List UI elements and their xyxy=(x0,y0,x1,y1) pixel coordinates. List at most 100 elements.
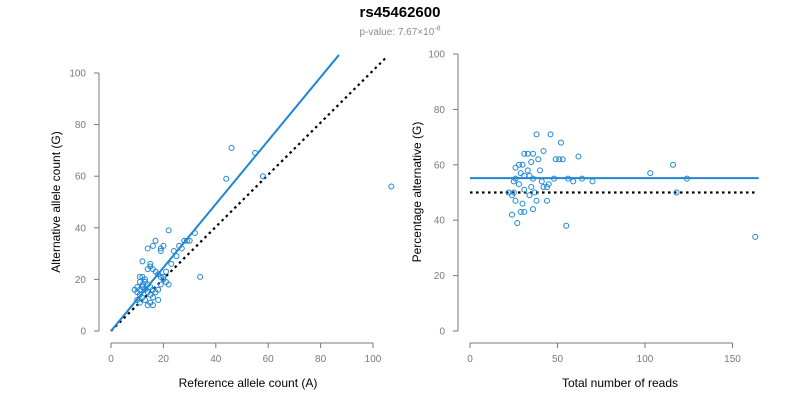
right-y-tick-label: 40 xyxy=(434,216,446,227)
left-data-point xyxy=(259,173,266,180)
right-x-tick-label: 100 xyxy=(637,354,654,365)
right-data-point xyxy=(684,175,690,182)
right-data-point xyxy=(565,175,571,182)
right-data-point xyxy=(526,192,533,199)
right-data-point xyxy=(570,178,577,185)
left-y-tick-label: 60 xyxy=(75,172,87,183)
right-data-point xyxy=(530,150,536,157)
right-data-point xyxy=(509,211,515,218)
left-y-tick-label: 100 xyxy=(69,69,86,80)
left-data-point xyxy=(136,299,143,306)
right-data-point xyxy=(752,233,759,240)
left-data-point xyxy=(173,253,180,260)
right-data-point xyxy=(558,139,564,146)
right-data-point xyxy=(547,131,554,138)
right-data-point xyxy=(563,222,570,229)
right-data-point xyxy=(670,161,676,168)
right-data-point xyxy=(517,208,524,215)
right-x-tick-label: 150 xyxy=(724,354,741,365)
right-data-point xyxy=(510,178,517,185)
left-data-point xyxy=(252,149,259,156)
right-y-tick-label: 80 xyxy=(434,105,446,116)
left-y-tick-label: 40 xyxy=(75,223,87,234)
right-data-point xyxy=(538,178,545,185)
right-data-point xyxy=(533,131,540,138)
right-data-point xyxy=(556,156,563,163)
left-x-tick-label: 20 xyxy=(158,354,170,365)
left-data-point xyxy=(144,245,151,252)
left-data-point xyxy=(178,245,185,252)
left-data-point xyxy=(191,229,198,236)
left-data-point xyxy=(152,289,159,296)
right-data-point xyxy=(512,197,519,204)
left-data-point xyxy=(183,237,190,244)
left-data-point xyxy=(165,227,172,234)
right-data-point xyxy=(516,181,522,188)
right-data-point xyxy=(524,167,531,174)
right-y-tick-label: 0 xyxy=(439,327,445,338)
left-data-point xyxy=(157,248,164,255)
right-data-point xyxy=(519,200,526,207)
right-data-point xyxy=(530,206,536,213)
right-x-axis-title: Total number of reads xyxy=(562,376,678,390)
left-x-tick-label: 0 xyxy=(108,354,114,365)
right-data-point xyxy=(528,183,535,190)
right-y-tick-label: 100 xyxy=(428,50,445,61)
left-reference-line xyxy=(110,56,387,332)
right-data-point xyxy=(521,150,528,157)
left-data-point xyxy=(160,273,167,280)
right-data-point xyxy=(521,208,528,215)
right-data-point xyxy=(514,219,521,226)
left-data-point xyxy=(152,237,159,244)
right-data-point xyxy=(575,153,582,160)
left-data-point xyxy=(165,281,172,288)
right-y-tick-label: 20 xyxy=(434,271,446,282)
left-y-tick-label: 20 xyxy=(75,275,87,286)
right-data-point xyxy=(544,183,550,190)
right-y-axis-title: Percentage alternative (G) xyxy=(410,122,424,263)
left-data-point xyxy=(149,242,156,249)
left-data-point xyxy=(142,297,149,304)
left-data-point xyxy=(228,144,235,151)
left-data-point xyxy=(197,273,204,280)
left-data-point xyxy=(157,245,164,252)
left-data-point xyxy=(163,268,170,275)
right-x-tick-label: 0 xyxy=(467,354,473,365)
left-y-tick-label: 80 xyxy=(75,120,87,131)
left-y-tick-label: 0 xyxy=(80,327,86,338)
right-data-point xyxy=(552,156,559,163)
left-x-axis-title: Reference allele count (A) xyxy=(179,376,318,390)
left-data-point xyxy=(170,248,177,255)
left-data-point xyxy=(168,260,175,267)
right-data-point xyxy=(559,156,566,163)
left-data-point xyxy=(149,294,156,301)
chart-header: rs45462600 p-value: 7.67×10-8 xyxy=(0,4,800,40)
pvalue-exponent: -8 xyxy=(434,25,441,33)
chart-subtitle: p-value: 7.67×10-8 xyxy=(359,25,441,38)
left-x-tick-label: 80 xyxy=(315,354,327,365)
left-x-tick-label: 40 xyxy=(210,354,222,365)
right-data-point xyxy=(521,186,528,193)
right-x-tick-label: 50 xyxy=(552,354,564,365)
right-data-point xyxy=(540,147,547,154)
left-y-axis-title: Alternative allele count (G) xyxy=(49,131,63,272)
right-data-point xyxy=(647,170,654,177)
left-data-point xyxy=(388,183,395,190)
left-data-point xyxy=(186,237,193,244)
left-data-point xyxy=(147,260,154,267)
right-data-point xyxy=(579,175,585,182)
right-data-point xyxy=(528,159,535,166)
chart-title: rs45462600 xyxy=(359,4,441,21)
right-data-point xyxy=(509,192,515,199)
right-data-point xyxy=(673,189,680,196)
pvalue-text: p-value: 7.67×10 xyxy=(359,27,435,38)
right-y-tick-label: 60 xyxy=(434,160,446,171)
right-data-point xyxy=(544,197,550,204)
right-data-point xyxy=(537,167,543,174)
left-x-tick-label: 100 xyxy=(365,354,382,365)
right-data-point xyxy=(526,172,533,179)
left-data-point xyxy=(155,297,162,304)
right-data-point xyxy=(531,189,538,196)
right-data-point xyxy=(533,197,540,204)
